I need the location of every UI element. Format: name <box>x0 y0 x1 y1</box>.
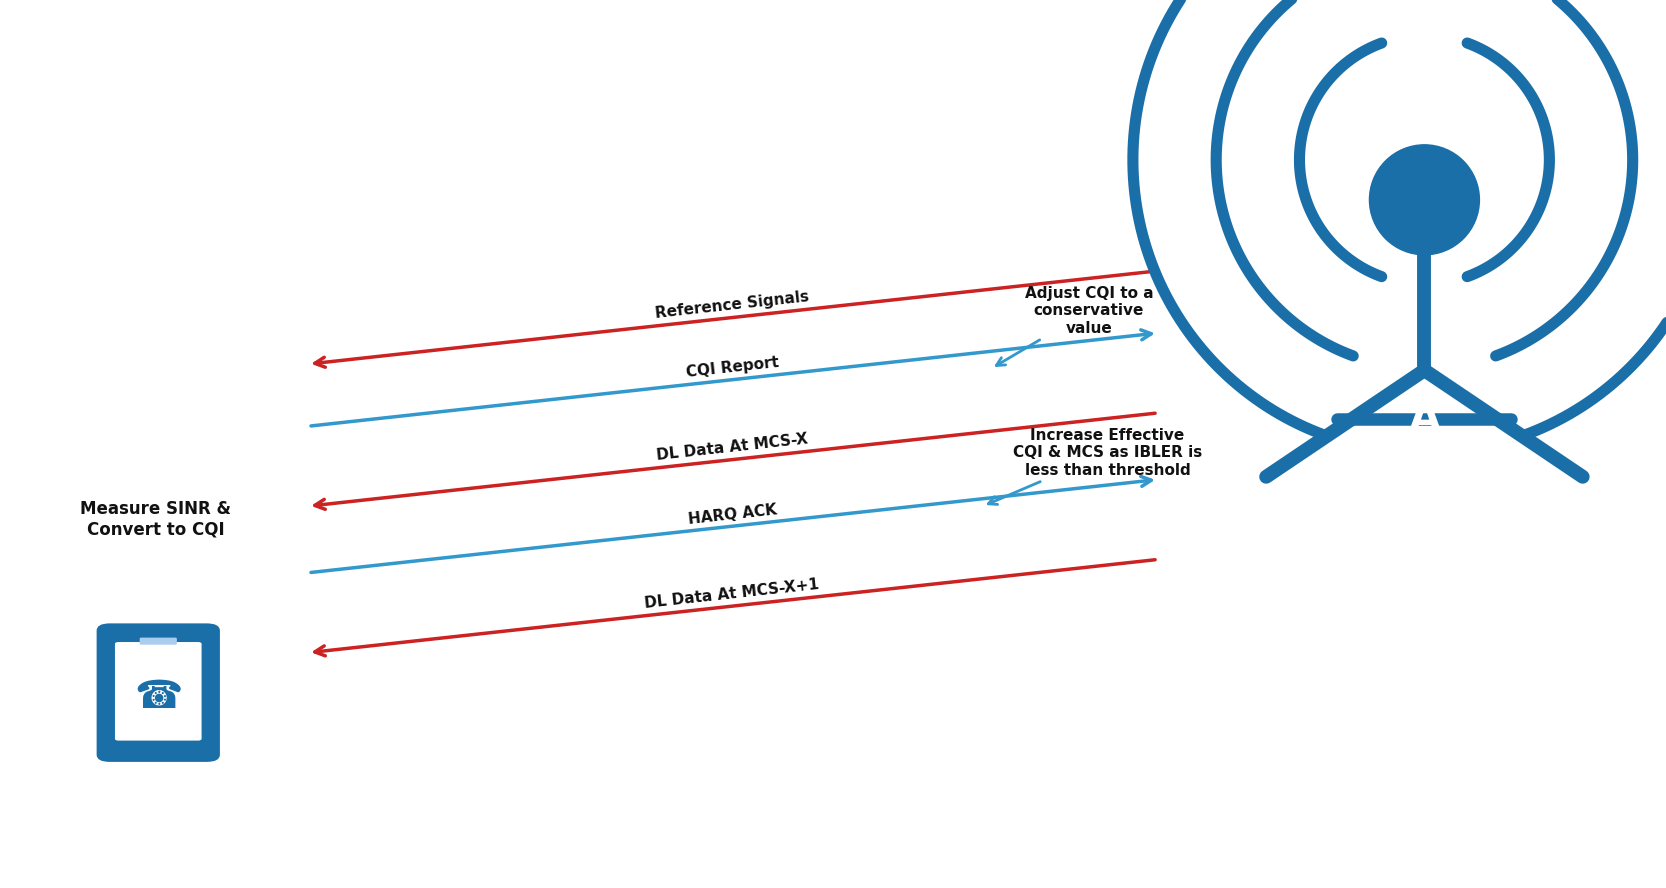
Text: Increase Effective
CQI & MCS as IBLER is
less than threshold: Increase Effective CQI & MCS as IBLER is… <box>988 428 1203 504</box>
Text: DL Data At MCS-X+1: DL Data At MCS-X+1 <box>645 577 820 611</box>
FancyBboxPatch shape <box>115 642 202 741</box>
FancyBboxPatch shape <box>97 623 220 762</box>
Text: HARQ ACK: HARQ ACK <box>686 502 778 527</box>
Text: Reference Signals: Reference Signals <box>655 289 810 321</box>
FancyBboxPatch shape <box>140 638 177 645</box>
Text: A: A <box>1408 398 1441 440</box>
Text: CQI Report: CQI Report <box>685 355 780 380</box>
Text: Measure SINR &
Convert to CQI: Measure SINR & Convert to CQI <box>80 500 232 539</box>
Text: DL Data At MCS-X: DL Data At MCS-X <box>656 432 808 464</box>
Text: Adjust CQI to a
conservative
value: Adjust CQI to a conservative value <box>996 286 1153 366</box>
Ellipse shape <box>1369 145 1479 255</box>
Text: ☎: ☎ <box>133 678 183 716</box>
